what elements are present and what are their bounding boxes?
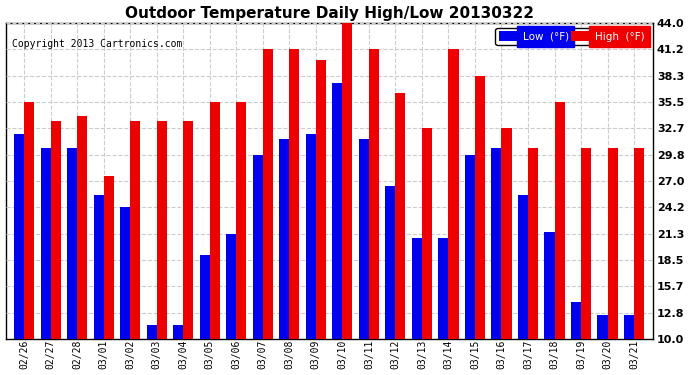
Bar: [465, 155, 475, 339]
Bar: [555, 102, 564, 339]
Bar: [502, 128, 511, 339]
Bar: [104, 176, 114, 339]
Bar: [528, 148, 538, 339]
Bar: [438, 238, 449, 339]
Bar: [253, 155, 263, 339]
Bar: [14, 135, 24, 339]
Bar: [422, 128, 432, 339]
Bar: [120, 207, 130, 339]
Bar: [581, 148, 591, 339]
Bar: [412, 238, 422, 339]
Bar: [448, 49, 459, 339]
Bar: [608, 148, 618, 339]
Bar: [24, 102, 34, 339]
Bar: [333, 84, 342, 339]
Text: Copyright 2013 Cartronics.com: Copyright 2013 Cartronics.com: [12, 39, 182, 49]
Bar: [491, 148, 502, 339]
Bar: [41, 148, 50, 339]
Bar: [624, 315, 634, 339]
Bar: [173, 325, 184, 339]
Bar: [199, 255, 210, 339]
Bar: [571, 302, 581, 339]
Bar: [395, 93, 406, 339]
Bar: [147, 325, 157, 339]
Bar: [226, 234, 236, 339]
Legend: Low  (°F), High  (°F): Low (°F), High (°F): [495, 28, 647, 45]
Bar: [316, 60, 326, 339]
Title: Outdoor Temperature Daily High/Low 20130322: Outdoor Temperature Daily High/Low 20130…: [125, 6, 533, 21]
Bar: [279, 139, 289, 339]
Bar: [544, 232, 555, 339]
Bar: [50, 121, 61, 339]
Bar: [385, 186, 395, 339]
Bar: [210, 102, 220, 339]
Bar: [369, 49, 379, 339]
Bar: [157, 121, 167, 339]
Bar: [475, 76, 485, 339]
Bar: [184, 121, 193, 339]
Bar: [67, 148, 77, 339]
Bar: [634, 148, 644, 339]
Bar: [130, 121, 140, 339]
Bar: [598, 315, 608, 339]
Bar: [289, 49, 299, 339]
Bar: [306, 135, 316, 339]
Bar: [77, 116, 87, 339]
Bar: [342, 23, 353, 339]
Bar: [94, 195, 104, 339]
Bar: [359, 139, 369, 339]
Bar: [236, 102, 246, 339]
Bar: [518, 195, 528, 339]
Bar: [263, 49, 273, 339]
